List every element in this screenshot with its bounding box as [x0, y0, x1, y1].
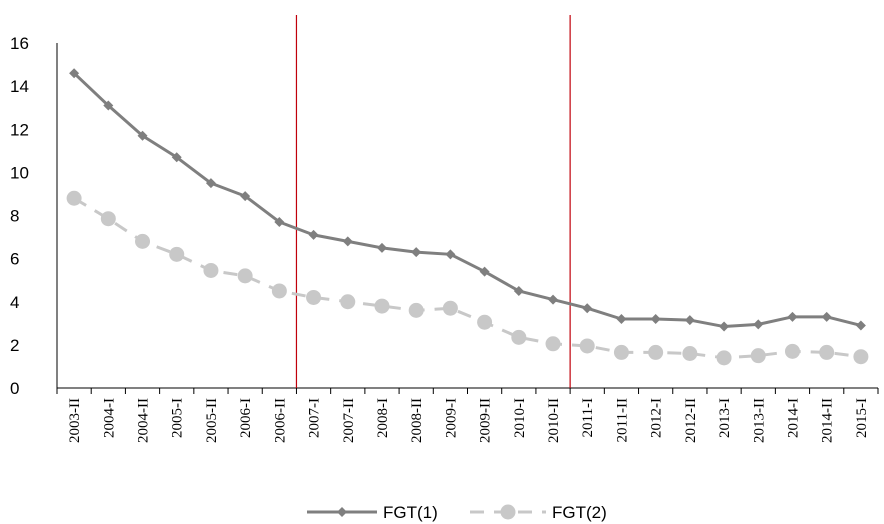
y-tick-label: 12: [10, 120, 29, 139]
x-tick-label: 2013-I: [717, 398, 733, 438]
x-tick-label: 2011-I: [580, 398, 596, 437]
legend-label: FGT(2): [552, 503, 607, 522]
data-point: [408, 302, 424, 318]
x-tick-label: 2007-I: [307, 398, 323, 438]
data-point: [376, 242, 387, 253]
x-tick-label: 2008-I: [375, 398, 391, 438]
data-point: [784, 343, 800, 359]
data-point: [137, 130, 148, 141]
data-point: [819, 344, 835, 360]
y-tick-label: 4: [10, 293, 19, 312]
x-tick-label: 2008-II: [409, 398, 425, 443]
data-point: [548, 294, 559, 305]
x-tick-label: 2012-I: [649, 398, 665, 438]
x-tick-label: 2005-II: [204, 398, 220, 443]
data-point: [100, 211, 116, 227]
vertical-marker-lines: [295, 15, 571, 388]
series-line-fgt1: [73, 72, 862, 329]
x-tick-label: 2007-II: [341, 398, 357, 443]
data-point: [853, 349, 869, 365]
x-tick-label: 2010-II: [546, 398, 562, 443]
x-tick-label: 2014-I: [785, 398, 801, 438]
data-point: [308, 229, 319, 240]
y-tick-label: 0: [10, 379, 19, 398]
x-tick-label: 2009-I: [443, 398, 459, 438]
legend-marker: [337, 507, 347, 517]
data-point: [650, 314, 661, 324]
x-tick-label: 2012-II: [683, 398, 699, 443]
data-point: [66, 190, 82, 206]
data-point: [374, 298, 390, 314]
data-point: [719, 321, 730, 332]
data-point: [855, 320, 866, 331]
x-tick-label: 2005-I: [170, 398, 186, 438]
y-tick-label: 10: [10, 163, 29, 182]
data-point: [545, 336, 561, 352]
x-axis: 2003-II 2004-I 2004-II 2005-I 2005-II 2006-I 2…: [56, 387, 879, 443]
data-point: [445, 249, 456, 260]
data-point: [306, 289, 322, 305]
data-point: [750, 348, 766, 364]
data-point: [203, 262, 219, 278]
x-tick-label: 2004-II: [136, 398, 152, 443]
x-tick-label: 2011-II: [614, 398, 630, 442]
y-axis: 0 2 4 6 8 10 12 14 16: [10, 34, 58, 398]
data-point: [821, 311, 832, 322]
x-tick-label: 2006-I: [238, 398, 254, 438]
data-point: [479, 266, 490, 277]
data-point: [477, 314, 493, 330]
data-point: [511, 329, 527, 345]
y-tick-label: 8: [10, 207, 19, 226]
data-point: [205, 178, 216, 189]
data-point: [411, 247, 422, 258]
data-point: [169, 246, 185, 262]
series-group: [66, 68, 869, 366]
data-point: [682, 346, 698, 361]
data-point: [648, 344, 664, 360]
data-point: [613, 344, 629, 360]
y-tick-label: 14: [10, 77, 29, 96]
x-tick-label: 2014-II: [820, 398, 836, 443]
legend: FGT(1) FGT(2): [307, 503, 607, 522]
data-point: [579, 338, 595, 354]
x-tick-label: 2015-I: [854, 398, 870, 438]
x-tick-label: 2006-II: [272, 398, 288, 443]
data-point: [171, 152, 182, 163]
data-point: [716, 350, 732, 366]
x-tick-label: 2003-II: [67, 398, 83, 443]
data-point: [342, 236, 353, 247]
data-point: [442, 300, 458, 316]
y-tick-label: 2: [10, 336, 19, 355]
data-point: [582, 303, 593, 314]
data-point: [684, 315, 695, 326]
legend-label: FGT(1): [383, 503, 438, 522]
data-point: [271, 283, 287, 299]
y-tick-label: 6: [10, 250, 19, 269]
data-point: [135, 233, 151, 249]
legend-marker: [500, 504, 516, 520]
x-tick-label: 2010-I: [512, 398, 528, 438]
data-point: [616, 314, 627, 324]
x-tick-label: 2004-I: [101, 398, 117, 438]
data-point: [69, 68, 80, 79]
data-point: [237, 268, 253, 284]
x-tick-label: 2013-II: [751, 398, 767, 443]
data-point: [240, 191, 251, 202]
x-tick-label: 2009-II: [478, 398, 494, 443]
data-point: [753, 319, 764, 330]
data-point: [513, 285, 524, 296]
data-point: [274, 216, 285, 227]
y-tick-label: 16: [10, 34, 29, 53]
data-point: [103, 100, 114, 111]
data-point: [340, 294, 356, 310]
data-point: [787, 311, 798, 322]
series-line-fgt2: [73, 196, 862, 360]
